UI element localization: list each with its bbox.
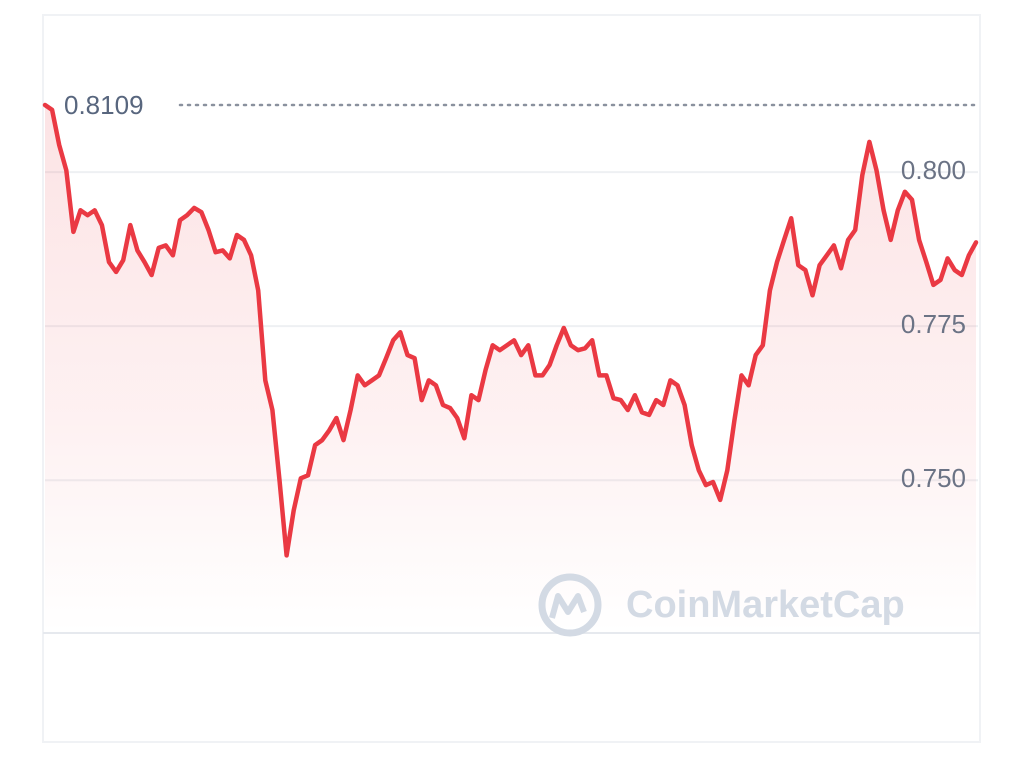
watermark-group: CoinMarketCap [538, 573, 905, 637]
labels: 0.750 0.775 0.800 0.8109 [58, 84, 966, 493]
watermark-logo [538, 573, 602, 637]
y-tick-label: 0.775 [901, 309, 966, 339]
area [45, 105, 976, 633]
y-tick-label: 0.750 [901, 463, 966, 493]
watermark: CoinMarketCap [626, 584, 905, 626]
reference-label-bg [58, 84, 172, 125]
frame [42, 14, 981, 743]
plot [42, 102, 979, 633]
price-line [42, 102, 979, 558]
reference-label: 0.8109 [64, 90, 144, 120]
watermark-logo-mark [549, 593, 587, 619]
y-tick-label: 0.800 [901, 155, 966, 185]
